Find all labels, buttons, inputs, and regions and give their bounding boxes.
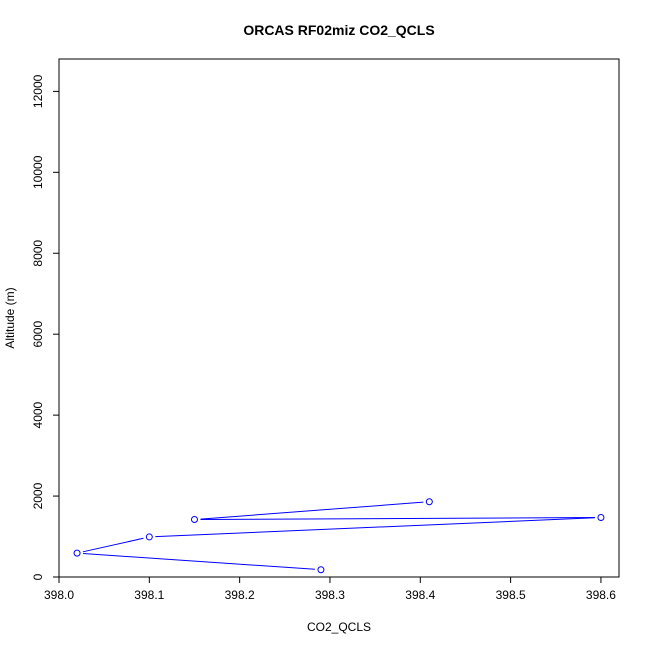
chart-title: ORCAS RF02miz CO2_QCLS <box>243 22 434 38</box>
y-tick-label: 10000 <box>31 155 45 189</box>
y-tick-label: 8000 <box>31 240 45 267</box>
series-segment <box>83 553 315 570</box>
y-tick-label: 0 <box>31 573 45 580</box>
x-tick-label: 398.2 <box>225 588 255 602</box>
x-tick-label: 398.3 <box>315 588 345 602</box>
data-point <box>425 498 433 506</box>
data-point <box>73 549 81 557</box>
y-axis-label: Altitude (m) <box>3 287 17 348</box>
y-tick-label: 4000 <box>31 401 45 428</box>
data-point <box>190 516 198 524</box>
y-tick-label: 12000 <box>31 74 45 108</box>
x-tick-label: 398.0 <box>44 588 74 602</box>
y-axis: 0 2000 4000 6000 8000 10000 12000 <box>31 74 60 580</box>
series-segment <box>155 517 595 538</box>
x-tick-label: 398.5 <box>496 588 526 602</box>
x-tick-label: 398.6 <box>586 588 616 602</box>
y-tick-label: 6000 <box>31 321 45 348</box>
x-tick-label: 398.4 <box>405 588 435 602</box>
series-segment <box>200 501 424 520</box>
x-axis-label: CO2_QCLS <box>307 620 371 634</box>
x-axis: 398.0 398.1 398.2 398.3 398.4 398.5 398.6 <box>44 576 616 602</box>
x-tick-label: 398.1 <box>134 588 164 602</box>
data-point <box>597 514 605 522</box>
plot-frame <box>58 58 620 578</box>
data-point <box>317 566 325 574</box>
series-segment <box>82 537 144 553</box>
data-point <box>145 533 153 541</box>
y-tick-label: 2000 <box>31 482 45 509</box>
series-layer <box>73 498 605 574</box>
series-segment <box>200 517 595 521</box>
